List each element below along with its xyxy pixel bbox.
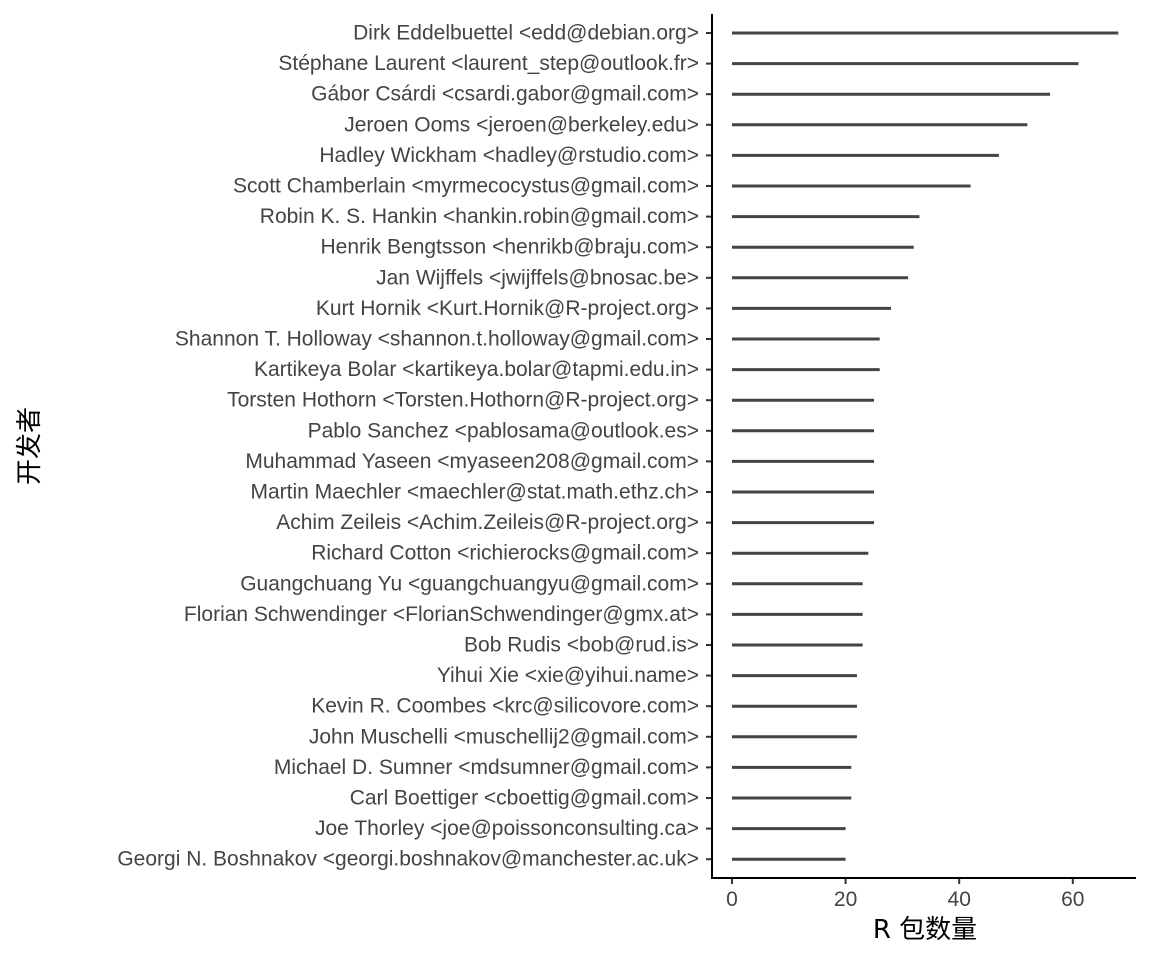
y-axis-title: 开发者: [15, 407, 45, 485]
y-tick-label: Kartikeya Bolar <kartikeya.bolar@tapmi.e…: [254, 358, 699, 381]
y-tick-label: Florian Schwendinger <FlorianSchwendinge…: [184, 603, 699, 626]
y-tick-label: Stéphane Laurent <laurent_step@outlook.f…: [278, 52, 699, 75]
y-tick-label: Torsten Hothorn <Torsten.Hothorn@R-proje…: [227, 389, 699, 412]
y-tick-label: Jeroen Ooms <jeroen@berkeley.edu>: [344, 113, 699, 136]
y-tick-label: Jan Wijffels <jwijffels@bnosac.be>: [376, 266, 699, 289]
x-tick-label: 20: [834, 888, 857, 911]
y-tick-label: Michael D. Sumner <mdsumner@gmail.com>: [274, 756, 699, 779]
y-tick-label: Henrik Bengtsson <henrikb@braju.com>: [320, 236, 699, 259]
x-axis-ticks: 0 20 40 60: [726, 878, 1084, 911]
y-tick-label: Guangchuang Yu <guangchuangyu@gmail.com>: [240, 572, 699, 595]
y-tick-label: Yihui Xie <xie@yihui.name>: [437, 664, 699, 687]
y-tick-label: Georgi N. Boshnakov <georgi.boshnakov@ma…: [117, 848, 699, 871]
y-tick-label: Muhammad Yaseen <myaseen208@gmail.com>: [245, 450, 699, 473]
y-tick-label: Shannon T. Holloway <shannon.t.holloway@…: [175, 328, 699, 351]
bars-group: [732, 31, 1119, 861]
y-tick-label: Richard Cotton <richierocks@gmail.com>: [311, 542, 699, 565]
y-tick-label: Martin Maechler <maechler@stat.math.ethz…: [250, 481, 699, 504]
y-tick-label: Robin K. S. Hankin <hankin.robin@gmail.c…: [260, 205, 699, 228]
y-tick-label: Kevin R. Coombes <krc@silicovore.com>: [311, 695, 699, 718]
x-tick-label: 0: [726, 888, 738, 911]
y-tick-label: Joe Thorley <joe@poissonconsulting.ca>: [315, 817, 699, 840]
y-axis-ticks: Dirk Eddelbuettel <edd@debian.org> Stépha…: [117, 22, 712, 871]
y-tick-label: Dirk Eddelbuettel <edd@debian.org>: [353, 22, 699, 45]
y-tick-label: Achim Zeileis <Achim.Zeileis@R-project.o…: [276, 511, 699, 534]
y-tick-label: Carl Boettiger <cboettig@gmail.com>: [350, 787, 699, 810]
y-tick-label: Gábor Csárdi <csardi.gabor@gmail.com>: [311, 83, 699, 106]
y-tick-label: Bob Rudis <bob@rud.is>: [464, 634, 699, 657]
x-tick-label: 40: [948, 888, 971, 911]
y-tick-label: John Muschelli <muschellij2@gmail.com>: [309, 725, 699, 748]
y-tick-label: Kurt Hornik <Kurt.Hornik@R-project.org>: [316, 297, 699, 320]
y-tick-label: Pablo Sanchez <pablosama@outlook.es>: [308, 419, 699, 442]
x-axis-title: R 包数量: [873, 915, 977, 945]
y-tick-label: Hadley Wickham <hadley@rstudio.com>: [319, 144, 699, 167]
x-tick-label: 60: [1061, 888, 1084, 911]
y-tick-label: Scott Chamberlain <myrmecocystus@gmail.c…: [233, 175, 699, 198]
